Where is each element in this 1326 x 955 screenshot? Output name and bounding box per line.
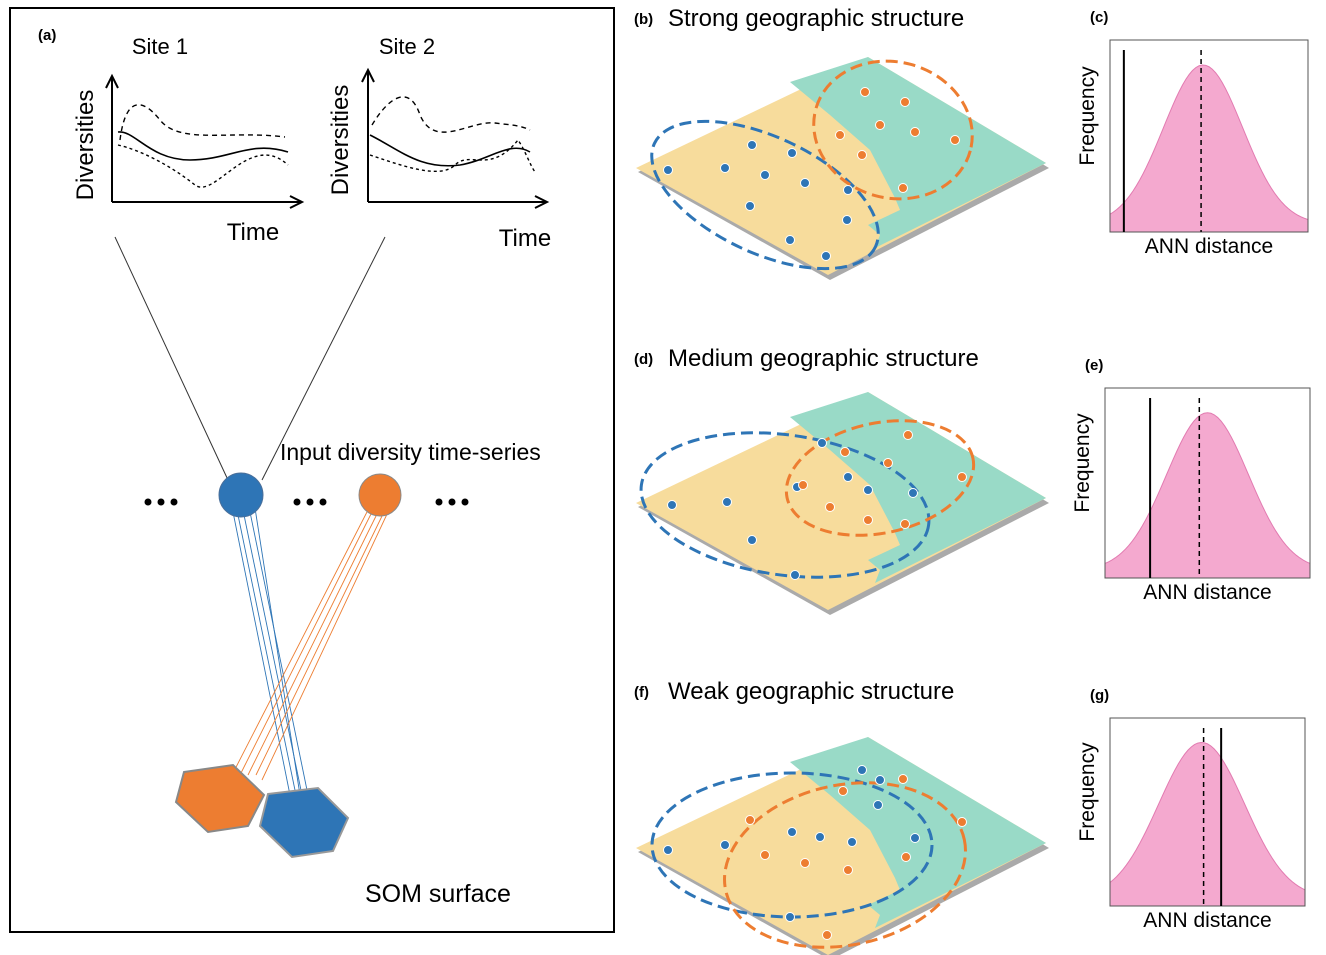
site-dot <box>791 571 800 580</box>
site-dot <box>664 846 673 855</box>
site-dot <box>826 503 835 512</box>
x-axis-label: ANN distance <box>1145 235 1273 258</box>
site-dot <box>841 448 850 457</box>
site-dot <box>858 766 867 775</box>
y-axis-label: Frequency <box>1076 66 1099 166</box>
y-axis-label: Frequency <box>1076 742 1099 842</box>
site-dot <box>801 859 810 868</box>
site-dot <box>876 121 885 130</box>
x-axis-label: Time <box>227 219 279 246</box>
site-dot <box>748 141 757 150</box>
site-dot <box>858 151 867 160</box>
panel-label: (a) <box>38 27 56 44</box>
density-area <box>1110 65 1308 232</box>
panel-label: (g) <box>1090 687 1109 704</box>
site-dot <box>668 501 677 510</box>
site-dot <box>901 520 910 529</box>
site-dot <box>822 252 831 261</box>
site-dot <box>951 136 960 145</box>
site-dot <box>823 931 832 940</box>
site-title: Site 2 <box>379 34 435 59</box>
x-axis-label: Time <box>499 225 551 252</box>
site-dot <box>864 486 873 495</box>
annotation: SOM surface <box>365 880 511 908</box>
x-axis-label: ANN distance <box>1143 909 1271 932</box>
site-dot <box>721 841 730 850</box>
x-axis-label: ANN distance <box>1143 581 1271 604</box>
site-dot <box>843 216 852 225</box>
site-dot <box>786 913 795 922</box>
ellipsis <box>145 499 469 506</box>
site-dot <box>911 834 920 843</box>
site-dot <box>788 149 797 158</box>
site-dot <box>861 88 870 97</box>
panel-title: Weak geographic structure <box>668 678 954 705</box>
site-dot <box>904 431 913 440</box>
site-dot <box>788 828 797 837</box>
density-area <box>1105 413 1310 578</box>
panel-title: Medium geographic structure <box>668 345 979 372</box>
site-dot <box>839 787 848 796</box>
site-dot <box>909 489 918 498</box>
site-dot <box>958 473 967 482</box>
site-dot <box>761 851 770 860</box>
input-node <box>359 474 401 516</box>
map-panel <box>632 392 1049 615</box>
site-dot <box>786 236 795 245</box>
site-dot <box>864 516 873 525</box>
site-dot <box>844 866 853 875</box>
site-dot <box>723 498 732 507</box>
site-dot <box>899 184 908 193</box>
site-dot <box>801 179 810 188</box>
site-dot <box>746 202 755 211</box>
site-dot <box>958 818 967 827</box>
som-hexagon <box>176 765 264 832</box>
site-dot <box>876 776 885 785</box>
input-node <box>219 473 263 517</box>
panel-label: (f) <box>634 684 649 701</box>
site-dot <box>844 473 853 482</box>
site-dot <box>799 481 808 490</box>
panel-label: (d) <box>634 351 653 368</box>
y-axis-label: Diversities <box>72 90 99 201</box>
site-dot <box>848 838 857 847</box>
y-axis-label: Diversities <box>327 85 354 196</box>
site-dot <box>844 186 853 195</box>
site-dot <box>748 536 757 545</box>
panel-label: (e) <box>1085 357 1103 374</box>
panel-label: (b) <box>634 11 653 28</box>
site-dot <box>902 853 911 862</box>
figure: (a) Site 1 Site 2 Diversities Time Diver… <box>0 0 1326 955</box>
map-panel <box>630 44 1049 300</box>
site-dot <box>899 775 908 784</box>
site-dot <box>816 833 825 842</box>
site-dot <box>874 801 883 810</box>
annotation: Input diversity time-series <box>280 439 541 465</box>
site-title: Site 1 <box>132 34 188 59</box>
site-dot <box>911 128 920 137</box>
site-dot <box>901 98 910 107</box>
map-panel <box>636 737 1049 955</box>
panel-title: Strong geographic structure <box>668 5 964 32</box>
som-links <box>232 508 388 795</box>
panel-label: (c) <box>1090 9 1108 26</box>
site-dot <box>664 166 673 175</box>
site-dot <box>836 131 845 140</box>
density-area <box>1110 742 1305 906</box>
som-hexagon <box>260 788 348 857</box>
site-dot <box>884 459 893 468</box>
site-dot <box>761 171 770 180</box>
y-axis-label: Frequency <box>1071 413 1094 513</box>
site-dot <box>818 439 827 448</box>
site-dot <box>721 164 730 173</box>
site-dot <box>746 816 755 825</box>
